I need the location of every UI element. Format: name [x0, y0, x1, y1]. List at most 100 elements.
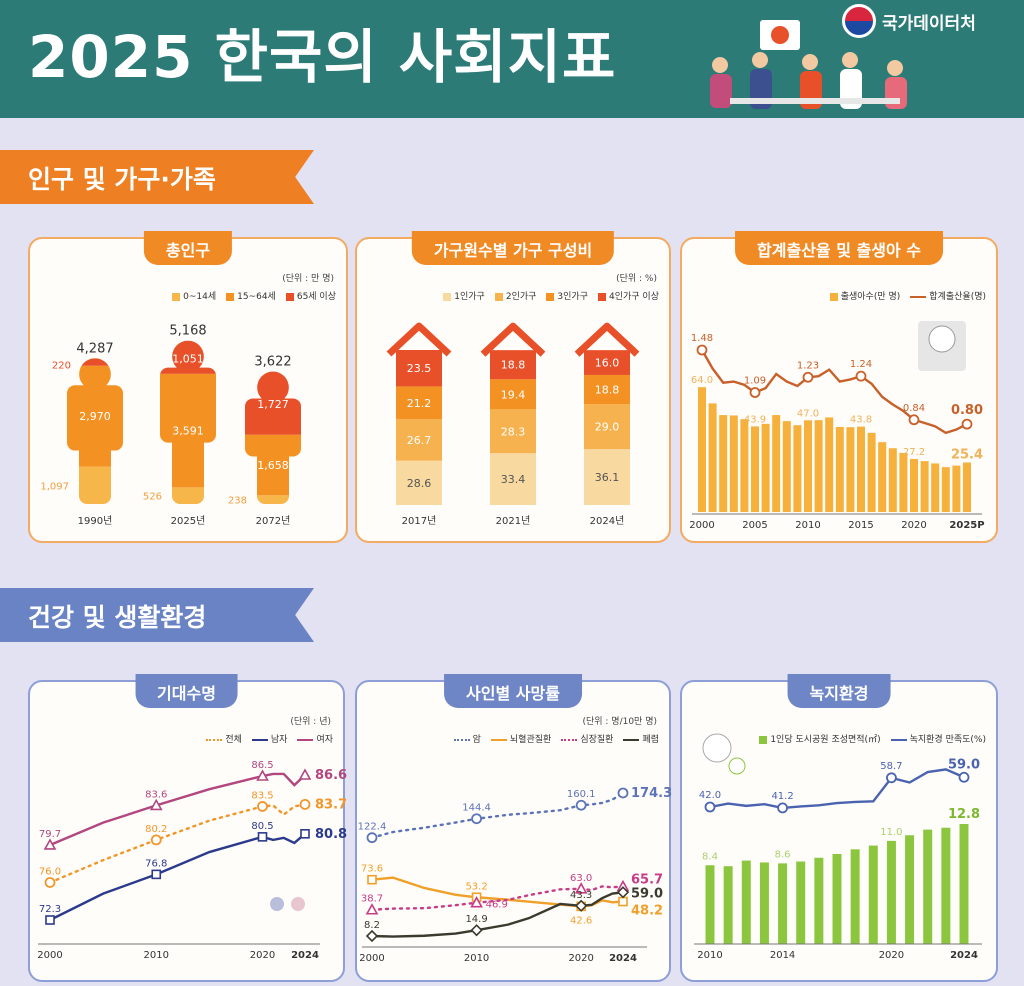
category-label: 1990년 — [78, 515, 113, 527]
legend-label: 1인당 도시공원 조성면적(㎡) — [770, 735, 881, 745]
data-label: 144.4 — [462, 803, 491, 814]
birth-bar — [931, 463, 940, 512]
panel-fertility: 합계출산율 및 출생아 수 출생아수(만 명) 합계출산율(명) 64.0 43.9… — [680, 231, 998, 543]
circle-marker-icon — [886, 772, 897, 784]
circle-marker-icon — [150, 834, 162, 846]
category-label: 2024년 — [590, 515, 625, 527]
triangle-marker-icon — [365, 903, 379, 915]
legend: 전체 남자 여자 — [206, 732, 333, 745]
bar-label: 11.0 — [880, 827, 902, 838]
legend-item: 1인당 도시공원 조성면적(㎡) — [759, 732, 881, 745]
legend-label: 여자 — [316, 735, 333, 745]
legend-swatch-icon — [759, 735, 768, 744]
legend-item: 여자 — [297, 732, 333, 745]
legend-swatch-icon — [890, 738, 907, 741]
circle-marker-icon — [749, 387, 761, 398]
satisfaction-label: 58.7 — [880, 761, 902, 772]
birth-bar — [708, 403, 717, 512]
section-population: 인구 및 가구·가족 — [0, 150, 314, 204]
circle-marker-icon — [575, 799, 587, 811]
birth-bar — [761, 423, 770, 512]
birth-bar — [751, 426, 759, 512]
tfr-label: 0.84 — [903, 403, 925, 414]
data-label: 83.6 — [145, 789, 167, 800]
legend-item: 3인가구 — [546, 289, 588, 302]
tree-icon — [702, 733, 732, 763]
legend-swatch-icon — [546, 292, 555, 301]
data-label: 160.1 — [567, 789, 596, 800]
legend-item: 65세 이상 — [285, 289, 336, 302]
total-label: 3,622 — [254, 355, 291, 370]
park-area-bar — [832, 854, 842, 944]
circle-marker-icon — [366, 832, 378, 844]
park-area-bar — [705, 865, 715, 944]
park-area-bar — [923, 829, 933, 944]
household-segment-0 — [584, 449, 630, 505]
legend-swatch-icon — [561, 738, 578, 741]
legend-label: 출생아수(만 명) — [840, 292, 901, 302]
circle-marker-icon — [704, 801, 716, 813]
legend-label: 녹지환경 만족도(%) — [909, 735, 986, 745]
park-area-bar — [868, 845, 878, 944]
circle-marker-icon — [471, 813, 482, 825]
data-label: 86.6 — [315, 768, 347, 783]
legend: 출생아수(만 명) 합계출산율(명) — [829, 289, 986, 302]
birth-bar — [793, 425, 802, 512]
legend-label: 심장질환 — [580, 735, 614, 745]
x-tick-label: 2014 — [770, 950, 795, 961]
series-line — [370, 885, 625, 911]
household-segment-2 — [584, 374, 630, 405]
legend-label: 3인가구 — [557, 292, 588, 302]
elderly-couple-icon — [270, 897, 284, 911]
unit-label: (단위 : 명/10만 명) — [582, 717, 657, 727]
tfr-label: 1.24 — [850, 359, 872, 370]
label-0-14: 1,097 — [40, 481, 69, 492]
legend-label: 암 — [472, 735, 481, 745]
legend-item: 1인가구 — [443, 289, 485, 302]
fertility-chart: 64.0 43.9 47.0 43.8 27.2 25.4 1.48 1.09 1.23 1.24… — [689, 321, 985, 531]
data-label: 8.2 — [364, 920, 380, 931]
legend-item: 심장질환 — [561, 732, 613, 745]
baby-face-icon — [928, 325, 956, 353]
legend-item: 뇌혈관질환 — [490, 732, 551, 745]
legend-label: 남자 — [270, 735, 288, 745]
data-label: 83.7 — [315, 797, 347, 812]
x-tick-label: 2025P — [949, 520, 984, 531]
x-tick-label: 2020 — [568, 953, 593, 964]
label-65plus: 1,051 — [172, 352, 204, 365]
satisfaction-line — [709, 768, 965, 810]
data-label: 72.3 — [39, 904, 61, 915]
panel-title: 기대수명 — [135, 674, 238, 708]
birth-bar — [719, 415, 728, 512]
panel-death-rate: 사인별 사망률 (단위 : 명/10만 명) 암 뇌혈관질환 심장질환 폐렴 122.… — [355, 674, 672, 982]
legend: 암 뇌혈관질환 심장질환 폐렴 — [453, 732, 659, 745]
diamond-marker-icon — [575, 899, 588, 912]
panel-title: 녹지환경 — [787, 674, 891, 708]
x-tick-label: 2024 — [609, 953, 637, 964]
circle-marker-icon — [257, 801, 268, 812]
population-segment-2 — [67, 358, 123, 366]
value-label: 19.4 — [501, 388, 526, 401]
life-expectancy-chart: 76.0 80.2 83.5 83.7 72.3 76.8 80.5 80.8 79.7 83.6… — [37, 760, 347, 961]
data-label: 42.6 — [570, 915, 592, 926]
birth-bar — [899, 452, 908, 512]
org-name: 국가데이터처 — [882, 13, 976, 34]
bar-label: 25.4 — [951, 447, 983, 462]
tfr-label: 0.80 — [951, 403, 983, 418]
panel-title: 가구원수별 가구 구성비 — [411, 231, 615, 265]
legend-swatch-icon — [297, 738, 314, 741]
birth-bar — [910, 458, 918, 512]
park-area-bar — [759, 862, 769, 944]
house-roof-icon — [480, 322, 546, 357]
data-label: 53.2 — [465, 881, 487, 892]
data-label: 86.5 — [251, 760, 273, 771]
triangle-marker-icon — [470, 896, 483, 908]
bar-label: 43.8 — [850, 415, 872, 426]
panel-total-population: 총인구 (단위 : 만 명) 0~14세 15~64세 65세 이상 4,287 1,… — [28, 231, 348, 543]
legend: 1인당 도시공원 조성면적(㎡) 녹지환경 만족도(%) — [759, 732, 986, 745]
legend-swatch-icon — [494, 292, 503, 301]
label-0-14: 238 — [228, 496, 247, 507]
legend-item: 15~64세 — [226, 289, 276, 302]
square-marker-icon — [618, 896, 628, 907]
x-tick-label: 2005 — [742, 520, 767, 531]
